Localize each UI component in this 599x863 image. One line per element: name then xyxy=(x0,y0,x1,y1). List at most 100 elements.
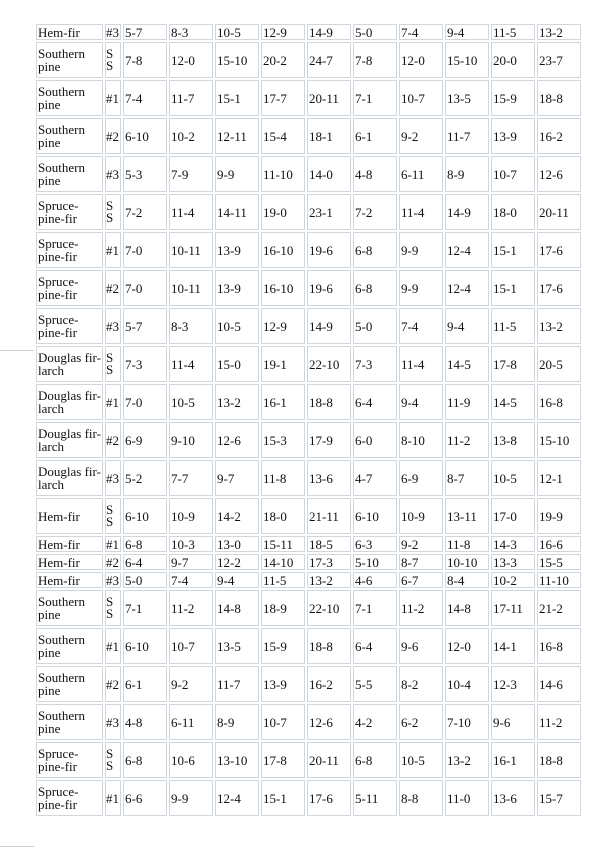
span-value-cell: 17-9 xyxy=(307,422,351,458)
span-value-cell: 11-4 xyxy=(399,346,443,382)
table-row: Douglas fir-larch #3 5-2 7-7 9-7 11-8 13-6 4-7 6… xyxy=(36,460,581,496)
span-value-cell: 4-2 xyxy=(353,704,397,740)
table-row: Hem-fir #3 5-0 7-4 9-4 11-5 13-2 4-6 6-7 8-4 10-2 1… xyxy=(36,572,581,588)
span-value-cell: 17-6 xyxy=(537,270,581,306)
span-value-cell: 10-5 xyxy=(491,460,535,496)
span-value-cell: 12-6 xyxy=(537,156,581,192)
table-row: Douglas fir-larch #2 6-9 9-10 12-6 15-3 17-9 6-… xyxy=(36,422,581,458)
span-value-cell: 5-5 xyxy=(353,666,397,702)
span-value-cell: 12-0 xyxy=(445,628,489,664)
grade-cell: #3 xyxy=(105,460,121,496)
table-row: Hem-fir #3 5-7 8-3 10-5 12-9 14-9 5-0 7-4 9-4 11-5… xyxy=(36,24,581,40)
span-value-cell: 17-3 xyxy=(307,554,351,570)
span-value-cell: 7-0 xyxy=(123,270,167,306)
span-value-cell: 14-2 xyxy=(215,498,259,534)
span-value-cell: 10-5 xyxy=(169,384,213,420)
span-value-cell: 11-8 xyxy=(445,536,489,552)
span-value-cell: 5-3 xyxy=(123,156,167,192)
span-value-cell: 13-3 xyxy=(491,554,535,570)
span-value-cell: 9-9 xyxy=(399,270,443,306)
left-merged-cell xyxy=(0,350,34,847)
span-value-cell: 9-4 xyxy=(399,384,443,420)
span-value-cell: 12-9 xyxy=(261,308,305,344)
table-row: Southern pine SS 7-1 11-2 14-8 18-9 22-10 7-1 11… xyxy=(36,590,581,626)
span-value-cell: 9-6 xyxy=(399,628,443,664)
span-value-cell: 20-2 xyxy=(261,42,305,78)
span-value-cell: 12-11 xyxy=(215,118,259,154)
span-value-cell: 6-11 xyxy=(399,156,443,192)
span-value-cell: 5-7 xyxy=(123,308,167,344)
span-value-cell: 7-8 xyxy=(353,42,397,78)
span-value-cell: 17-6 xyxy=(307,780,351,816)
span-value-cell: 14-8 xyxy=(215,590,259,626)
span-value-cell: 13-9 xyxy=(215,270,259,306)
span-value-cell: 13-2 xyxy=(215,384,259,420)
span-value-cell: 7-0 xyxy=(123,384,167,420)
span-value-cell: 13-2 xyxy=(537,24,581,40)
span-value-cell: 14-11 xyxy=(215,194,259,230)
species-cell: Hem-fir xyxy=(36,554,103,570)
species-cell: Hem-fir xyxy=(36,536,103,552)
span-value-cell: 17-11 xyxy=(491,590,535,626)
span-value-cell: 14-0 xyxy=(307,156,351,192)
span-value-cell: 15-7 xyxy=(537,780,581,816)
span-value-cell: 7-4 xyxy=(399,308,443,344)
span-value-cell: 10-5 xyxy=(215,308,259,344)
span-value-cell: 9-2 xyxy=(169,666,213,702)
span-value-cell: 7-3 xyxy=(353,346,397,382)
species-cell: Hem-fir xyxy=(36,498,103,534)
span-value-cell: 16-2 xyxy=(537,118,581,154)
species-cell: Douglas fir-larch xyxy=(36,384,103,420)
span-value-cell: 13-6 xyxy=(491,780,535,816)
span-value-cell: 7-9 xyxy=(169,156,213,192)
span-value-cell: 9-6 xyxy=(491,704,535,740)
span-value-cell: 12-1 xyxy=(537,460,581,496)
span-value-cell: 10-9 xyxy=(399,498,443,534)
grade-cell: #3 xyxy=(105,704,121,740)
span-value-cell: 10-10 xyxy=(445,554,489,570)
table-row: Spruce-pine-fir SS 7-2 11-4 14-11 19-0 23-1 7-2… xyxy=(36,194,581,230)
span-value-cell: 17-0 xyxy=(491,498,535,534)
span-value-cell: 6-8 xyxy=(353,232,397,268)
span-value-cell: 7-2 xyxy=(123,194,167,230)
table-row: Southern pine #3 4-8 6-11 8-9 10-7 12-6 4-2 6-2 7… xyxy=(36,704,581,740)
span-value-cell: 4-7 xyxy=(353,460,397,496)
span-value-cell: 20-0 xyxy=(491,42,535,78)
span-value-cell: 13-8 xyxy=(491,422,535,458)
span-value-cell: 23-7 xyxy=(537,42,581,78)
span-value-cell: 6-1 xyxy=(123,666,167,702)
table-row: Southern pine #2 6-1 9-2 11-7 13-9 16-2 5-5 8-2 1… xyxy=(36,666,581,702)
span-value-cell: 19-6 xyxy=(307,232,351,268)
span-value-cell: 8-8 xyxy=(399,780,443,816)
table-row: Hem-fir SS 6-10 10-9 14-2 18-0 21-11 6-10 10-9 13… xyxy=(36,498,581,534)
span-value-cell: 15-10 xyxy=(537,422,581,458)
species-cell: Douglas fir-larch xyxy=(36,460,103,496)
span-value-cell: 9-7 xyxy=(215,460,259,496)
span-value-cell: 10-4 xyxy=(445,666,489,702)
span-value-cell: 13-9 xyxy=(261,666,305,702)
span-value-cell: 12-3 xyxy=(491,666,535,702)
grade-cell: #3 xyxy=(105,572,121,588)
grade-cell: #2 xyxy=(105,554,121,570)
species-cell: Spruce-pine-fir xyxy=(36,742,103,778)
table-row: Southern pine #1 7-4 11-7 15-1 17-7 20-11 7-1 10… xyxy=(36,80,581,116)
span-value-cell: 10-11 xyxy=(169,232,213,268)
span-value-cell: 6-6 xyxy=(123,780,167,816)
span-table: Hem-fir #3 5-7 8-3 10-5 12-9 14-9 5-0 7-4 9-4 11-5… xyxy=(34,22,583,818)
span-value-cell: 16-10 xyxy=(261,270,305,306)
span-value-cell: 17-8 xyxy=(491,346,535,382)
span-value-cell: 18-0 xyxy=(491,194,535,230)
span-value-cell: 8-2 xyxy=(399,666,443,702)
table-row: Southern pine SS 7-8 12-0 15-10 20-2 24-7 7-8 12… xyxy=(36,42,581,78)
span-value-cell: 17-6 xyxy=(537,232,581,268)
span-value-cell: 16-8 xyxy=(537,628,581,664)
grade-cell: SS xyxy=(105,42,121,78)
span-value-cell: 5-10 xyxy=(353,554,397,570)
span-value-cell: 10-6 xyxy=(169,742,213,778)
span-value-cell: 7-1 xyxy=(123,590,167,626)
span-value-cell: 12-4 xyxy=(445,232,489,268)
span-value-cell: 5-2 xyxy=(123,460,167,496)
grade-label: SS xyxy=(106,198,114,225)
span-value-cell: 11-7 xyxy=(215,666,259,702)
span-value-cell: 11-5 xyxy=(491,24,535,40)
